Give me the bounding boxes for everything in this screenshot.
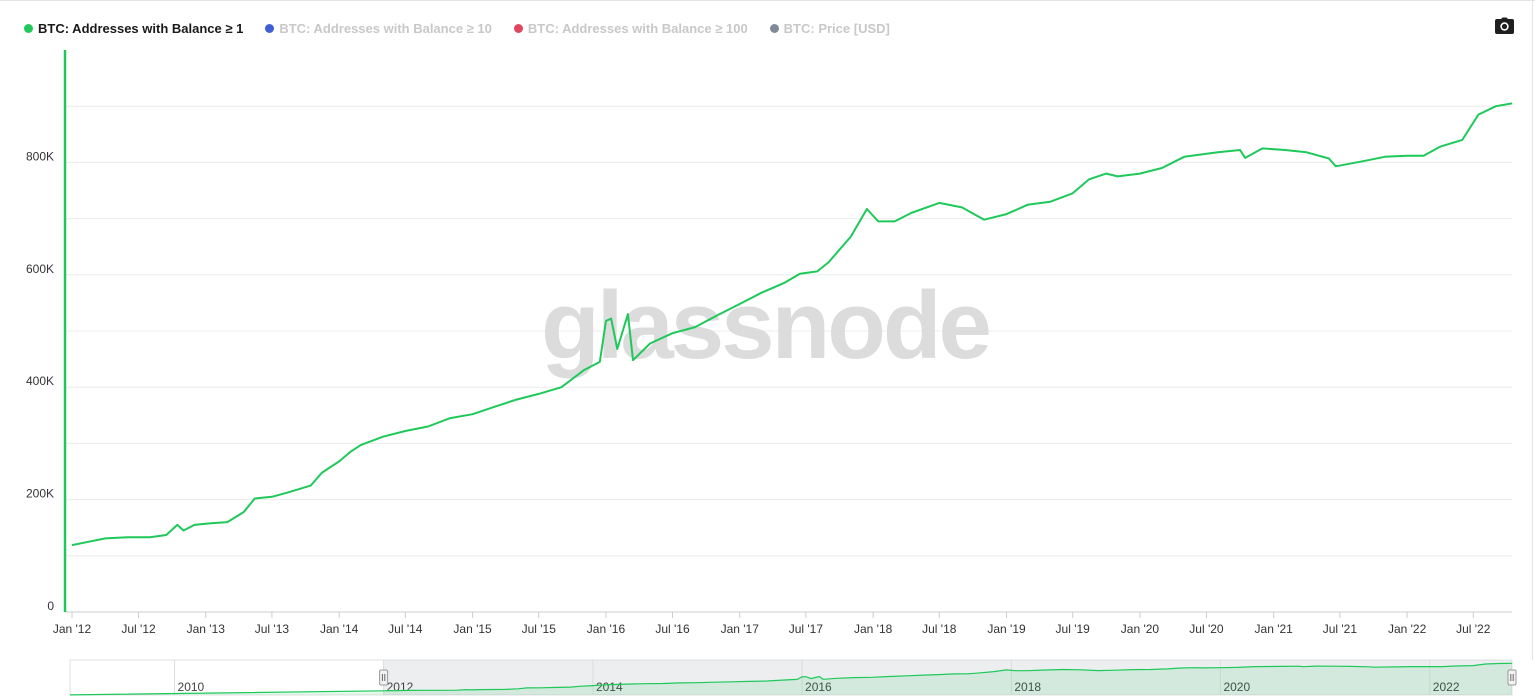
legend-dot — [24, 23, 33, 33]
right-border — [1532, 0, 1533, 660]
x-tick-label: Jan '14 — [320, 622, 359, 636]
camera-icon-glyph — [1495, 17, 1514, 34]
navigator: 2010201220142016201820202022 — [69, 659, 1517, 696]
navigator-area — [70, 663, 1512, 695]
navigator-handle-body — [379, 669, 389, 686]
x-tick-label: Jul '18 — [922, 622, 957, 636]
x-tick-label: Jan '19 — [987, 622, 1026, 636]
x-tick-label: Jan '16 — [587, 622, 626, 636]
legend-item-balance-100[interactable]: BTC: Addresses with Balance ≥ 100 — [513, 20, 748, 36]
x-tick-label: Jan '18 — [854, 622, 893, 636]
legend-dot — [265, 23, 275, 33]
y-tick-label: 600K — [26, 262, 54, 276]
x-tick-label: Jul '14 — [388, 622, 423, 636]
navigator-background — [69, 659, 1513, 696]
x-tick-label: Jul '22 — [1456, 622, 1491, 636]
camera-icon[interactable] — [1495, 17, 1514, 34]
navigator-handle-body — [1507, 669, 1517, 686]
top-border — [0, 0, 1535, 1]
navigator-tick-label: 2014 — [596, 680, 623, 694]
legend-label: BTC: Price [USD] — [783, 20, 890, 36]
legend-item-balance-10[interactable]: BTC: Addresses with Balance ≥ 10 — [265, 21, 492, 36]
x-tick-label: Jul '15 — [522, 622, 557, 636]
legend-dot — [769, 23, 779, 33]
navigator-handle-right[interactable] — [1507, 669, 1517, 686]
legend-label: BTC: Addresses with Balance ≥ 10 — [279, 20, 492, 36]
series-line-balance-1 — [71, 102, 1513, 547]
x-tick-label: Jan '13 — [187, 622, 226, 636]
y-tick-label: 0 — [47, 599, 54, 613]
x-tick-label: Jan '22 — [1388, 622, 1427, 636]
navigator-tick-label: 2020 — [1223, 680, 1250, 694]
x-tick-label: Jul '19 — [1056, 622, 1091, 636]
navigator-tick-label: 2016 — [805, 680, 832, 694]
y-tick-label: 400K — [26, 374, 54, 388]
y-axis: 0 200K 400K 600K 800K — [26, 149, 54, 613]
x-axis: Jan '12 Jul '12 Jan '13 Jul '13 Jan '14 Jul '… — [53, 611, 1512, 636]
x-tick-label: Jan '12 — [53, 622, 92, 636]
x-tick-label: Jan '17 — [721, 622, 760, 636]
legend-label: BTC: Addresses with Balance ≥ 100 — [527, 20, 748, 36]
navigator-handle-left[interactable] — [379, 669, 389, 686]
y-tick-label: 800K — [26, 149, 54, 163]
legend-item-price[interactable]: BTC: Price [USD] — [769, 20, 890, 36]
x-tick-label: Jan '20 — [1121, 622, 1160, 636]
legend-dot — [513, 23, 523, 33]
x-tick-label: Jan '15 — [453, 622, 492, 636]
navigator-tick-label: 2010 — [178, 680, 205, 694]
x-tick-label: Jul '16 — [655, 622, 690, 636]
legend-label: BTC: Addresses with Balance ≥ 1 — [38, 20, 244, 36]
x-tick-label: Jul '17 — [789, 622, 824, 636]
y-tick-label: 200K — [26, 487, 54, 501]
navigator-tick-label: 2018 — [1014, 680, 1041, 694]
x-tick-label: Jul '21 — [1323, 622, 1358, 636]
x-tick-label: Jul '13 — [255, 622, 290, 636]
navigator-tick-label: 2022 — [1433, 680, 1460, 694]
x-tick-label: Jul '20 — [1189, 622, 1224, 636]
navigator-series-line — [69, 662, 1513, 696]
watermark: glassnode — [541, 272, 989, 379]
legend-item-balance-1[interactable]: BTC: Addresses with Balance ≥ 1 — [24, 21, 243, 36]
chart-legend: BTC: Addresses with Balance ≥ 1 BTC: Add… — [24, 18, 912, 38]
x-tick-label: Jan '21 — [1255, 622, 1294, 636]
x-tick-label: Jul '12 — [121, 622, 156, 636]
